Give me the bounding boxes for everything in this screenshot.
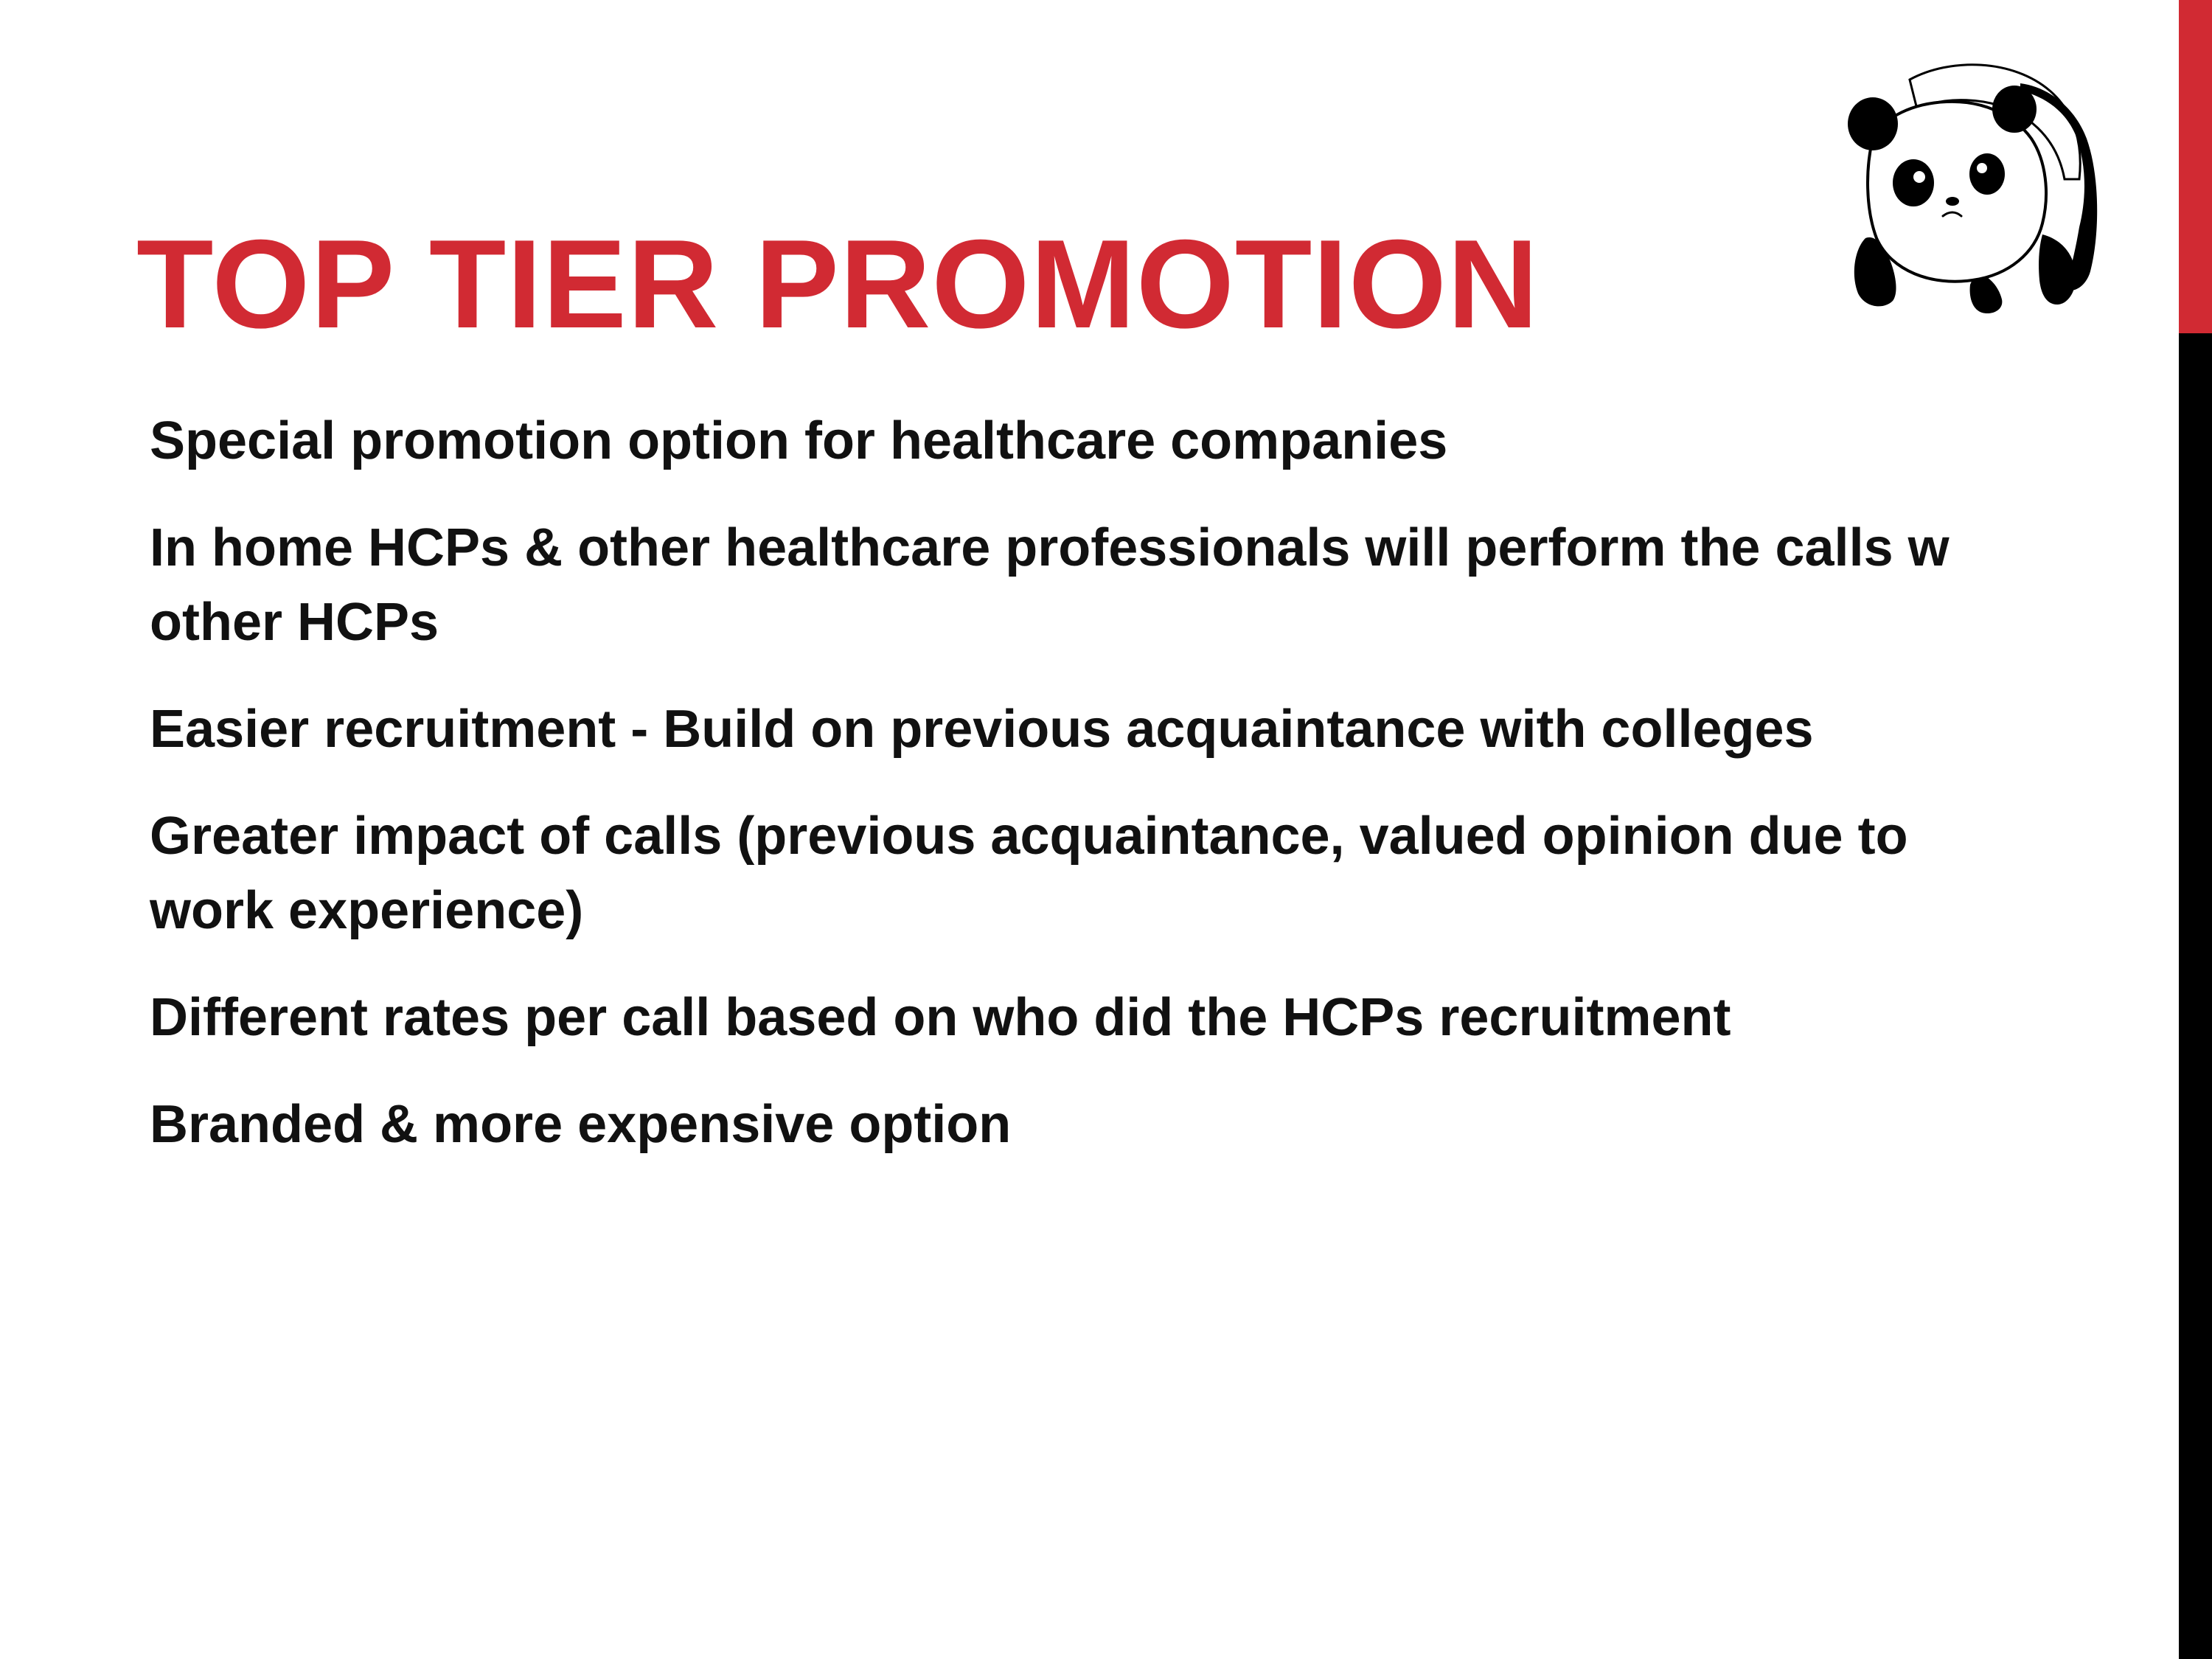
- bullet-item: Branded & more expensive option: [150, 1095, 1012, 1154]
- accent-bar-red: [2179, 0, 2212, 333]
- bullet-item: Different rates per call based on who di…: [150, 988, 1731, 1047]
- bullet-list: Special promotion option for healthcare …: [150, 404, 2023, 1194]
- bullet-item: Easier recruitment - Build on previous a…: [150, 700, 1814, 759]
- accent-bar-black: [2179, 333, 2212, 1659]
- slide-title: TOP TIER PROMOTION: [136, 214, 1540, 355]
- panda-icon: [1848, 63, 2098, 314]
- bullet-item: Special promotion option for healthcare …: [150, 411, 1448, 470]
- bullet-item: Greater impact of calls (previous acquai…: [150, 807, 1908, 940]
- bullet-item: In home HCPs & other healthcare professi…: [150, 518, 1950, 652]
